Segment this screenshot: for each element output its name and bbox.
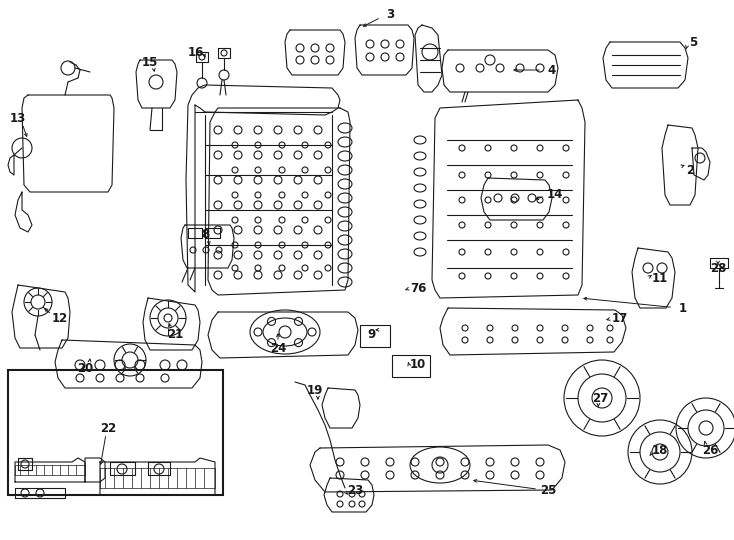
Text: 76: 76 xyxy=(410,281,426,294)
Text: 19: 19 xyxy=(307,383,323,396)
Bar xyxy=(392,355,430,377)
Text: 25: 25 xyxy=(539,483,556,496)
Text: 26: 26 xyxy=(702,443,718,456)
Text: 15: 15 xyxy=(142,56,159,69)
Text: 11: 11 xyxy=(652,272,668,285)
Text: 24: 24 xyxy=(270,341,286,354)
Bar xyxy=(360,325,390,347)
Bar xyxy=(8,370,223,495)
Text: 12: 12 xyxy=(52,312,68,325)
Text: 4: 4 xyxy=(548,64,556,77)
Text: 23: 23 xyxy=(347,483,363,496)
Text: 2: 2 xyxy=(686,164,694,177)
Text: 1: 1 xyxy=(679,301,687,314)
Text: 17: 17 xyxy=(612,312,628,325)
Text: 27: 27 xyxy=(592,392,608,404)
Text: 18: 18 xyxy=(652,443,668,456)
Text: 5: 5 xyxy=(689,36,697,49)
Text: 16: 16 xyxy=(188,45,204,58)
Text: 21: 21 xyxy=(167,328,183,341)
Text: 13: 13 xyxy=(10,111,26,125)
Text: 22: 22 xyxy=(100,422,116,435)
Text: 14: 14 xyxy=(547,188,563,201)
Text: 3: 3 xyxy=(386,9,394,22)
Text: 10: 10 xyxy=(410,359,426,372)
Text: 9: 9 xyxy=(368,328,376,341)
Text: 20: 20 xyxy=(77,361,93,375)
Text: 28: 28 xyxy=(710,261,726,274)
Text: 8: 8 xyxy=(201,228,209,241)
